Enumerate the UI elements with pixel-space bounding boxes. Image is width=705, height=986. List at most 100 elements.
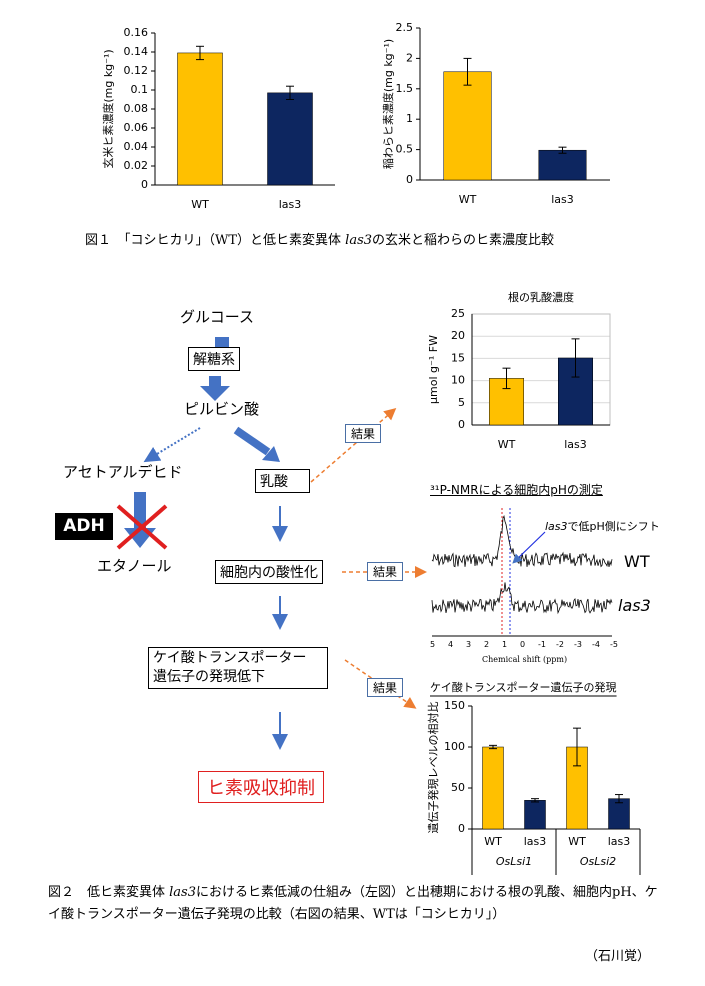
arrow — [233, 426, 271, 456]
node: アセトアルデヒド — [63, 463, 183, 481]
node: 乳酸 — [255, 469, 310, 493]
error-bar — [571, 338, 580, 378]
y-axis-label: 遺伝子発現レベルの相対比 — [426, 702, 440, 834]
y-tick-label: 0 — [406, 173, 413, 186]
bar — [177, 52, 223, 186]
error-bar — [573, 727, 581, 767]
x-tick-label: las3 — [608, 835, 631, 848]
annotation-text: で低pH側にシフト — [567, 520, 660, 533]
chart: 玄米ヒ素濃度(mg kg⁻¹) 0 0.02 0.04 0.06 0.08 0.1 0.12 0… — [101, 26, 335, 211]
error-bar — [531, 798, 539, 803]
node: エタノール — [97, 557, 172, 575]
fig1-caption: 図１ 「コシヒカリ」（WT）と低ヒ素変異体 las3の玄米と稲わらのヒ素濃度比較 — [85, 230, 554, 252]
fig2-caption: 図２ 低ヒ素変異体 las3におけるヒ素低減の仕組み（左図）と出穂期における根の… — [48, 882, 670, 926]
y-tick-label: 25 — [451, 307, 465, 320]
node: 細胞内の酸性化 — [215, 560, 323, 584]
y-tick-label: 0.06 — [124, 121, 149, 134]
caption-text: におけるヒ素低減の仕組み（左図）と出穂期における根の乳酸、細胞内pH、ケイ酸トラ… — [48, 885, 658, 922]
y-tick-label: 0.14 — [124, 45, 149, 58]
error-bar — [196, 45, 204, 61]
chart: 稲わらヒ素濃度(mg kg⁻¹) 0 0.5 1 1.5 2 2.5 WT las3 — [381, 21, 610, 206]
y-axis-label: 玄米ヒ素濃度(mg kg⁻¹) — [101, 49, 115, 168]
bar — [538, 149, 587, 181]
x-tick-label: WT — [484, 835, 502, 848]
result-label: 結果 — [345, 424, 382, 443]
x-tick-label: -1 — [538, 640, 546, 649]
y-tick-label: 10 — [451, 374, 465, 387]
x-tick-label: 1 — [502, 640, 508, 649]
node: ケイ酸トランスポーター 遺伝子の発現低下 — [148, 647, 328, 689]
x-tick-label: 4 — [448, 640, 454, 649]
series-label: las3 — [618, 596, 651, 615]
x-tick-label: 3 — [466, 640, 472, 649]
y-tick-label: 20 — [451, 329, 465, 342]
y-tick-label: 150 — [444, 699, 465, 712]
bar — [482, 746, 504, 830]
nmr-title: ³¹P-NMRによる細胞内pHの測定 — [430, 483, 603, 497]
arrow — [200, 376, 230, 401]
x-tick-label: las3 — [564, 438, 587, 450]
y-tick-label: 50 — [451, 781, 465, 794]
node-line: ケイ酸トランスポーター — [153, 650, 307, 666]
node: ピルビン酸 — [184, 400, 260, 418]
y-tick-label: 2.5 — [396, 21, 414, 34]
y-axis-label: μmol g⁻¹ FW — [427, 335, 440, 404]
result-label: 結果 — [367, 678, 404, 697]
arrow — [262, 446, 280, 462]
bar — [524, 800, 546, 830]
x-tick-label: -5 — [610, 640, 618, 649]
y-tick-label: 2 — [406, 51, 413, 64]
x-tick-label: las3 — [279, 198, 302, 211]
x-tick-label: -2 — [556, 640, 564, 649]
caption-text: 図２ 低ヒ素変異体 — [48, 885, 170, 900]
error-bar — [463, 57, 472, 86]
arrow — [143, 427, 201, 463]
bar — [267, 92, 313, 186]
error-bar — [489, 744, 497, 750]
author: （石川覚） — [585, 949, 651, 964]
error-bar — [558, 146, 567, 154]
y-axis-label: 稲わらヒ素濃度(mg kg⁻¹) — [381, 39, 395, 169]
node: ADH — [55, 513, 113, 540]
arrow — [512, 531, 546, 564]
node-line: 遺伝子の発現低下 — [153, 669, 265, 685]
x-axis-label: Chemical shift (ppm) — [482, 655, 568, 664]
nmr-spectrum — [431, 582, 613, 615]
chart-title: ケイ酸トランスポーター遺伝子の発現 — [430, 680, 617, 694]
y-tick-label: 0.16 — [124, 26, 149, 39]
x-tick-label: las3 — [524, 835, 547, 848]
y-tick-label: 1.5 — [396, 82, 414, 95]
chart: 根の乳酸濃度 μmol g⁻¹ FW 0 5 10 15 20 25 WT las3 — [427, 290, 611, 450]
y-tick-label: 0.1 — [131, 83, 149, 96]
y-tick-label: 100 — [444, 740, 465, 753]
y-tick-label: 5 — [458, 396, 465, 409]
annotation-text: las3 — [545, 520, 568, 533]
node: 解糖系 — [188, 347, 240, 371]
y-tick-label: 1 — [406, 112, 413, 125]
y-tick-label: 15 — [451, 351, 465, 364]
node: ヒ素吸収抑制 — [198, 771, 324, 803]
error-bar — [502, 367, 511, 390]
y-tick-label: 0 — [141, 178, 148, 191]
x-tick-label: 2 — [484, 640, 490, 649]
caption-text: las3 — [169, 885, 196, 900]
y-tick-label: 0.5 — [396, 143, 414, 156]
x-tick-label: 0 — [520, 640, 526, 649]
x-tick-label: las3 — [551, 193, 574, 206]
bar — [443, 71, 492, 181]
caption-text: の玄米と稲わらのヒ素濃度比較 — [372, 233, 555, 248]
caption-text: 図１ 「コシヒカリ」（WT）と低ヒ素変異体 — [85, 233, 346, 248]
y-tick-label: 0.08 — [124, 102, 149, 115]
cross — [116, 504, 168, 550]
caption-text: las3 — [345, 233, 373, 248]
x-tick-label: WT — [498, 438, 516, 450]
group-label: OsLsi2 — [580, 855, 616, 868]
x-tick-label: WT — [568, 835, 586, 848]
node: グルコース — [180, 308, 254, 326]
y-tick-label: 0.04 — [124, 140, 149, 153]
nmr-annotation: las3で低pH側にシフト — [545, 518, 660, 534]
chart-title: 根の乳酸濃度 — [508, 290, 574, 304]
